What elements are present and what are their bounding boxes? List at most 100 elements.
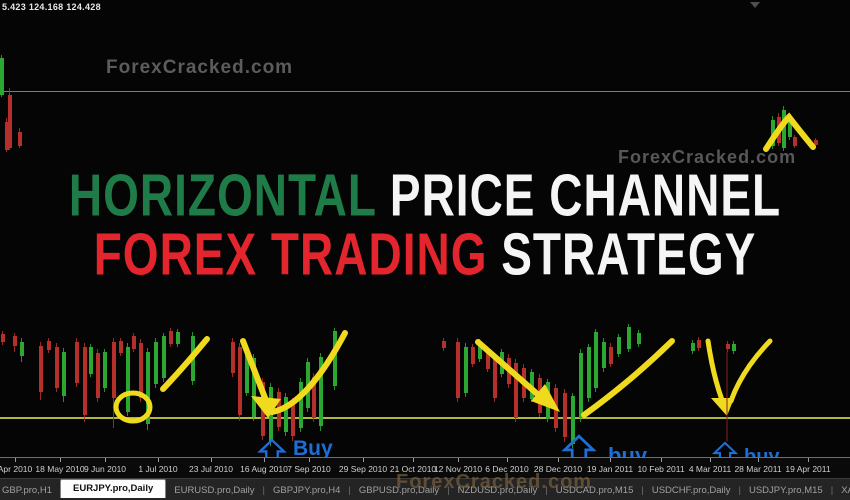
chart-tab-eurjpy[interactable]: EURJPY.pro,Daily [60, 479, 167, 498]
candlestick [732, 344, 736, 351]
date-axis-label: 28 Mar 2011 [734, 464, 782, 474]
tab-separator: | [262, 484, 265, 496]
candlestick [154, 342, 158, 384]
date-axis-label: 19 Apr 2011 [785, 464, 831, 474]
candlestick [456, 342, 460, 398]
tab-separator: | [447, 484, 450, 496]
candlestick [103, 352, 107, 388]
date-axis-tick [458, 458, 459, 462]
date-axis-tick [60, 458, 61, 462]
headline-line-2: FOREX TRADING STRATEGY [0, 220, 850, 288]
buy-label: buy [744, 446, 780, 457]
candlestick [319, 357, 323, 426]
candlestick [83, 347, 87, 415]
candlestick [269, 387, 273, 441]
candlestick [500, 352, 504, 374]
candlestick [333, 331, 337, 386]
candlestick [1, 334, 5, 342]
candlestick [609, 347, 613, 364]
date-axis-tick [105, 458, 106, 462]
candlestick [627, 327, 631, 349]
chart-tab-gbp[interactable]: GBP.pro,H1 [2, 484, 52, 496]
candlestick [176, 332, 180, 344]
candlestick [571, 396, 575, 444]
buy-label: buy [608, 443, 648, 457]
buy-arrow-up-icon [711, 441, 739, 457]
candlestick [20, 342, 24, 356]
candlestick [55, 347, 59, 388]
candlestick [697, 340, 701, 348]
candlestick [277, 392, 281, 427]
date-axis-tick [808, 458, 809, 462]
candlestick [126, 347, 130, 412]
watermark: ForexCracked.com [106, 57, 294, 78]
chart-tab-usdcad[interactable]: USDCAD.pro,M15 [555, 484, 634, 496]
candlestick [777, 117, 781, 143]
date-axis-label: 1 Jul 2010 [138, 464, 178, 474]
candlestick [119, 341, 123, 353]
headline-accent-red: FOREX TRADING [93, 220, 488, 288]
candlestick [284, 397, 288, 432]
tab-separator: | [348, 484, 351, 496]
date-axis-label: 16 Aug 2010 [240, 464, 288, 474]
date-axis-label: 4 Mar 2011 [688, 464, 732, 474]
chart-tab-nzdusd[interactable]: NZDUSD.pro,Daily [457, 484, 538, 496]
candlestick [602, 342, 606, 368]
candlestick [191, 336, 195, 381]
chart-tab-gbpjpy[interactable]: GBPJPY.pro,H4 [272, 484, 341, 496]
chart-tab-usdchf[interactable]: USDCHF.pro,Daily [651, 484, 731, 496]
candlestick [563, 393, 567, 437]
date-axis-tick [507, 458, 508, 462]
candlestick [793, 137, 797, 146]
candlestick [617, 337, 621, 354]
candlestick [782, 110, 786, 148]
date-axis-label: 6 Dec 2010 [485, 464, 529, 474]
candlestick [47, 341, 51, 350]
candlestick [726, 344, 730, 349]
candlestick [579, 353, 583, 418]
candlestick [62, 352, 66, 396]
date-axis-label: 18 May 2010 [35, 464, 85, 474]
date-axis-label: 21 Oct 2010 [389, 464, 437, 474]
candlestick [788, 119, 792, 137]
date-axis-label: 9 Jun 2010 [83, 464, 127, 474]
headline-line-1: HORIZONTAL PRICE CHANNEL [0, 161, 850, 229]
scroll-to-end-icon[interactable] [750, 2, 760, 8]
candlestick [471, 347, 475, 364]
candlestick [814, 140, 818, 145]
date-axis-tick [710, 458, 711, 462]
candlestick [162, 336, 166, 378]
date-axis-tick [413, 458, 414, 462]
candlestick [96, 353, 100, 398]
candlestick [13, 336, 17, 346]
candlestick [261, 382, 265, 436]
chart-tab-usdjpy[interactable]: USDJPY.pro,M15 [748, 484, 823, 496]
date-axis-tick [758, 458, 759, 462]
lower-channel-line [0, 417, 850, 419]
chart-tab-eurusd[interactable]: EURUSD.pro,Daily [174, 484, 255, 496]
candlestick [522, 368, 526, 398]
chart-tab-xauusd[interactable]: XAUUSD.pro,Daily [841, 484, 850, 496]
date-axis-tick [610, 458, 611, 462]
candlestick [478, 342, 482, 359]
chart-tab-gbpusd[interactable]: GBPUSD.pro,Daily [358, 484, 440, 496]
watermark: ForexCracked.com [618, 147, 797, 167]
date-axis-tick [15, 458, 16, 462]
chart-tab-bar: GBP.pro,H1 EURJPY.pro,Daily EURUSD.pro,Dai… [0, 478, 850, 500]
candlestick [252, 358, 256, 417]
date-axis-tick [363, 458, 364, 462]
date-axis-tick [661, 458, 662, 462]
price-readout: 5.423 124.168 124.428 [2, 2, 101, 12]
candlestick [75, 342, 79, 383]
candlestick [0, 58, 4, 95]
candlestick [493, 358, 497, 398]
candlestick [514, 363, 518, 418]
candlestick [299, 382, 303, 428]
candlestick [18, 132, 22, 146]
candlestick [637, 333, 641, 344]
headline-white-text: STRATEGY [487, 220, 757, 288]
date-axis-label: 23 Jul 2010 [189, 464, 233, 474]
date-axis-label: 12 Nov 2010 [433, 464, 483, 474]
date-axis-tick [211, 458, 212, 462]
